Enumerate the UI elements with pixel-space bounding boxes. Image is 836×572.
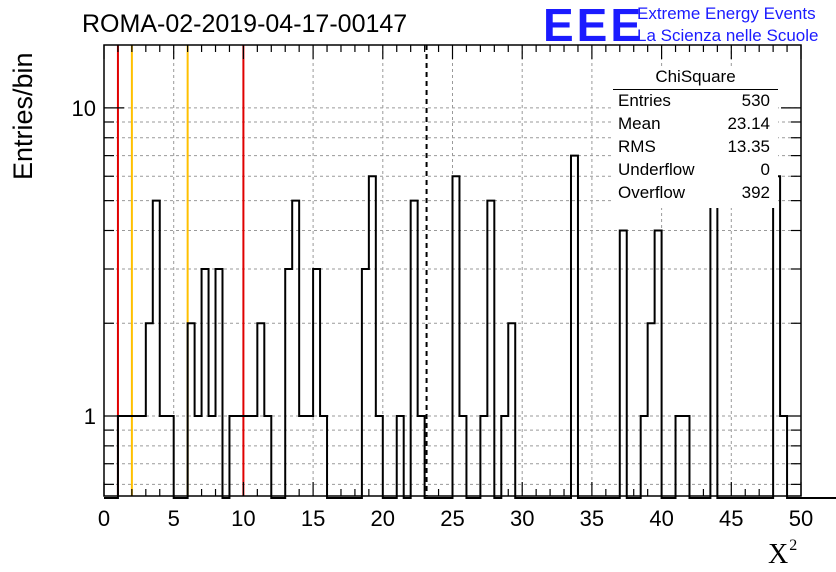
- x-tick-label: 0: [98, 506, 110, 531]
- stats-title: ChiSquare: [655, 67, 736, 86]
- stats-divider: [613, 89, 778, 90]
- stats-box: ChiSquare Entries 530 Mean 23.14 RMS 13.…: [613, 66, 778, 208]
- x-tick-label: 35: [580, 506, 604, 531]
- stats-row-underflow: Underflow 0: [618, 160, 770, 182]
- x-tick-label: 45: [719, 506, 743, 531]
- x-tick-label: 15: [301, 506, 325, 531]
- histogram-outline: [104, 154, 836, 499]
- x-tick-label: 10: [231, 506, 255, 531]
- stats-row-mean: Mean 23.14: [618, 114, 770, 136]
- tick-labels: 0 5 10 15 20 25 30 35 40 45 50 1 10: [72, 96, 814, 531]
- stats-row-overflow: Overflow 392: [618, 183, 770, 205]
- stats-label: Mean: [618, 114, 661, 133]
- x-tick-label: 20: [371, 506, 395, 531]
- x-axis-label: X2: [768, 537, 797, 571]
- histogram: [104, 154, 836, 499]
- stats-row-entries: Entries 530: [618, 91, 770, 113]
- stats-row-rms: RMS 13.35: [618, 137, 770, 159]
- stats-label: Entries: [618, 91, 671, 110]
- stats-label: Underflow: [618, 160, 695, 179]
- stats-value: 13.35: [727, 137, 770, 156]
- stats-value: 392: [741, 183, 770, 202]
- chart-title: ROMA-02-2019-04-17-00147: [82, 10, 408, 38]
- axis-ticks: [103, 45, 802, 496]
- logo-line1: Extreme Energy Events: [637, 4, 816, 23]
- x-tick-label: 5: [168, 506, 180, 531]
- y-tick-label: 1: [84, 404, 96, 429]
- stats-value: 23.14: [727, 114, 770, 133]
- eee-logo-mark: EEE: [543, 0, 645, 51]
- x-tick-label: 25: [440, 506, 464, 531]
- x-axis-label-base: X: [768, 539, 789, 570]
- x-tick-label: 50: [789, 506, 813, 531]
- stats-value: 0: [760, 160, 770, 179]
- stats-label: Overflow: [618, 183, 686, 202]
- stats-label: RMS: [618, 137, 656, 156]
- y-axis-label: Entries/bin: [8, 52, 38, 180]
- x-tick-label: 40: [649, 506, 673, 531]
- x-axis-label-superscript: 2: [789, 537, 798, 554]
- eee-logo: EEE Extreme Energy Events La Scienza nel…: [543, 0, 833, 51]
- stats-value: 530: [741, 91, 770, 110]
- y-tick-label: 10: [72, 96, 96, 121]
- x-tick-label: 30: [510, 506, 534, 531]
- logo-line2: La Scienza nelle Scuole: [637, 26, 819, 45]
